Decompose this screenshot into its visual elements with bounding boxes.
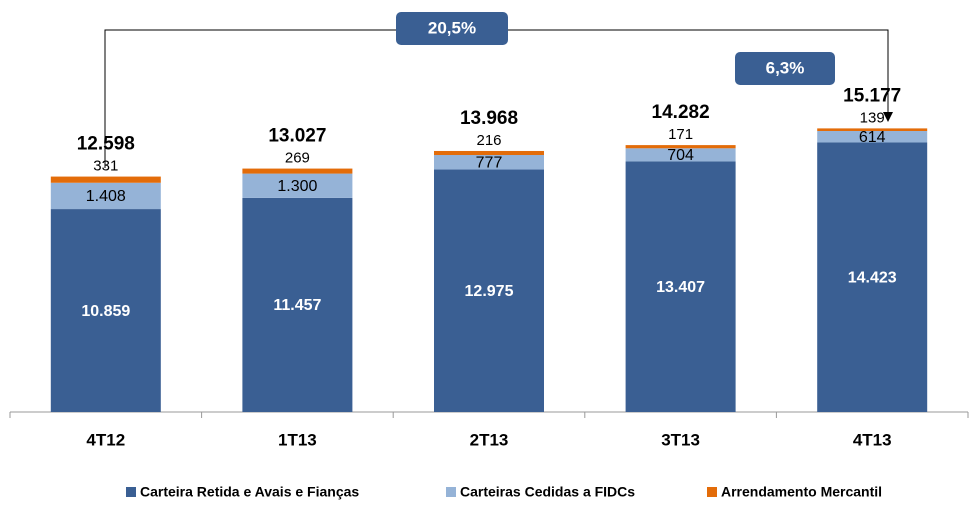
annotation-box — [735, 52, 835, 85]
x-tick-label: 4T12 — [86, 430, 125, 449]
bar-segment — [50, 182, 161, 210]
legend-label: Carteiras Cedidas a FIDCs — [460, 484, 635, 500]
value-label: 331 — [93, 158, 118, 175]
x-tick-label: 2T13 — [470, 430, 509, 449]
value-label: 12.975 — [465, 283, 514, 300]
total-label: 13.027 — [268, 126, 326, 147]
value-label: 704 — [667, 147, 694, 164]
legend-swatch — [126, 487, 136, 497]
value-label: 1.408 — [86, 188, 126, 205]
x-tick-label: 3T13 — [661, 430, 700, 449]
bar-segment — [817, 142, 928, 412]
value-label: 139 — [860, 109, 885, 126]
value-label: 13.407 — [656, 279, 705, 296]
value-label: 10.859 — [81, 303, 130, 320]
legend-label: Carteira Retida e Avais e Fianças — [140, 484, 359, 500]
value-label: 14.423 — [848, 269, 897, 286]
annotation-box — [396, 12, 508, 45]
x-tick-label: 1T13 — [278, 430, 317, 449]
bar-segment — [242, 173, 353, 198]
value-label: 614 — [859, 129, 886, 146]
legend-swatch — [707, 487, 717, 497]
bar-segment — [50, 176, 161, 183]
bar-segment — [625, 148, 736, 162]
total-label: 15.177 — [843, 85, 901, 106]
bar-segment — [434, 150, 544, 156]
bar-segment — [50, 209, 161, 412]
value-label: 171 — [668, 126, 693, 143]
annotation: 20,5% — [428, 18, 476, 37]
annotation: 6,3% — [766, 58, 805, 77]
total-label: 12.598 — [77, 134, 135, 155]
total-label: 14.282 — [652, 102, 710, 123]
legend-label: Arrendamento Mercantil — [721, 484, 882, 500]
value-label: 11.457 — [273, 297, 321, 314]
bar-segment — [434, 155, 544, 170]
bar-segment — [625, 161, 736, 412]
bar-segment — [242, 168, 353, 174]
value-label: 1.300 — [277, 178, 317, 195]
bar-segment — [817, 128, 928, 131]
x-tick-label: 4T13 — [853, 430, 892, 449]
value-label: 269 — [285, 150, 310, 167]
bar-segment — [625, 145, 736, 149]
legend-swatch — [446, 487, 456, 497]
value-label: 216 — [476, 132, 501, 149]
value-label: 777 — [476, 154, 503, 171]
arrow-head — [883, 112, 893, 122]
bar-segment — [242, 197, 353, 412]
total-label: 13.968 — [460, 108, 518, 129]
bar-segment — [817, 130, 928, 143]
bar-segment — [434, 169, 544, 412]
